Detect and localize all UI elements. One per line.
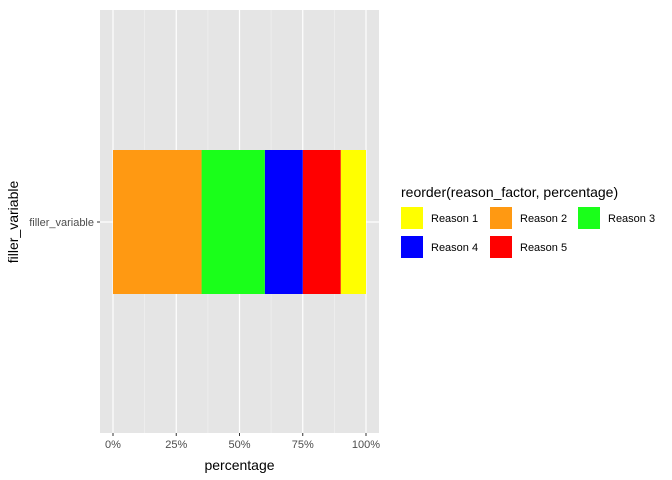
- legend-key-reason-5: [490, 236, 512, 258]
- bar-segment-reason-2: [113, 150, 202, 294]
- legend-label-reason-2: Reason 2: [520, 213, 567, 225]
- legend-label-reason-5: Reason 5: [520, 242, 567, 254]
- x-tick-label: 25%: [165, 439, 187, 451]
- legend-title: reorder(reason_factor, percentage): [401, 184, 618, 200]
- legend-key-reason-2: [490, 207, 512, 229]
- x-tick-label: 100%: [352, 439, 380, 451]
- x-axis-title: percentage: [204, 457, 274, 473]
- y-tick-label: filler_variable: [29, 217, 94, 229]
- bar-segments: [113, 150, 366, 294]
- y-axis-title: filler_variable: [5, 181, 21, 264]
- x-tick-label: 0%: [105, 439, 121, 451]
- legend: reorder(reason_factor, percentage) Reaso…: [401, 184, 655, 258]
- legend-entries: Reason 1 Reason 2 Reason 3 Reason 4 Reason 5: [401, 207, 655, 258]
- legend-key-reason-4: [401, 236, 423, 258]
- bar-segment-reason-4: [264, 150, 303, 294]
- legend-label-reason-4: Reason 4: [431, 242, 478, 254]
- bar-segment-reason-3: [201, 150, 265, 294]
- x-tick-label: 75%: [292, 439, 314, 451]
- x-tick-label: 50%: [228, 439, 250, 451]
- legend-label-reason-1: Reason 1: [431, 213, 478, 225]
- y-axis: filler_variable: [29, 217, 100, 229]
- legend-label-reason-3: Reason 3: [608, 213, 655, 225]
- legend-key-reason-1: [401, 207, 423, 229]
- bar-segment-reason-1: [340, 150, 366, 294]
- x-axis: 0% 25% 50% 75% 100%: [105, 433, 380, 451]
- bar-segment-reason-5: [302, 150, 341, 294]
- legend-key-reason-3: [578, 207, 600, 229]
